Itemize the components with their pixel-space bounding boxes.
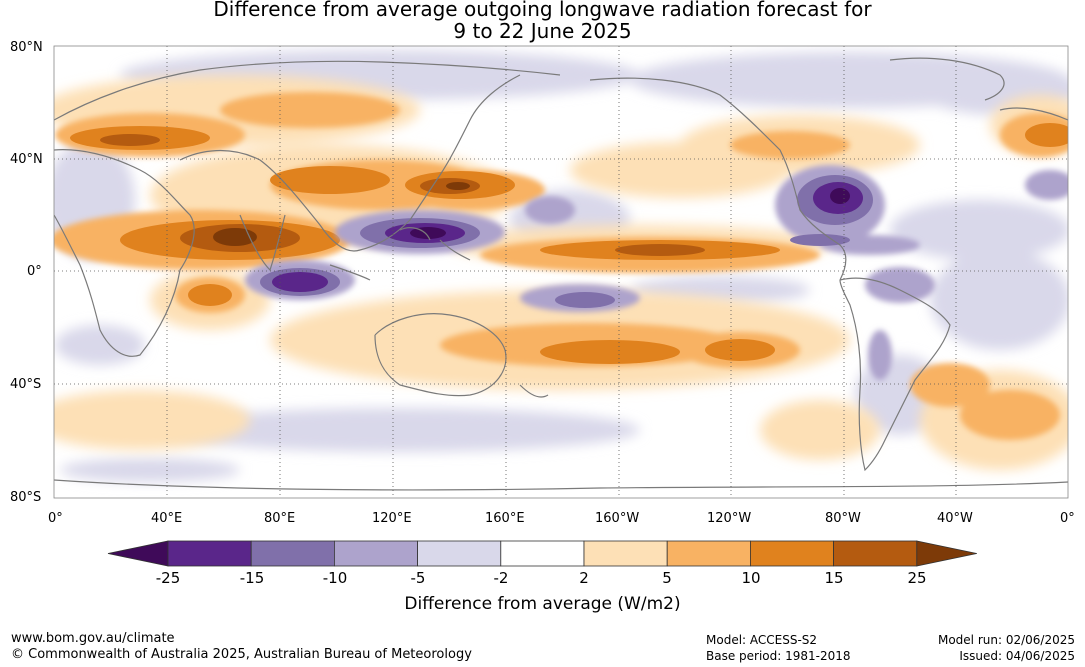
colorbar-segment: [500, 540, 585, 567]
lat-label-40n: 40°N: [10, 152, 43, 167]
anomaly-deep-brown: [213, 182, 470, 246]
footer-url[interactable]: www.bom.gov.au/climate: [11, 631, 175, 646]
colorbar-extend-high: [916, 540, 977, 567]
footer-base-period: Base period: 1981-2018: [706, 649, 851, 663]
coastline-eurasia-north: [54, 60, 561, 121]
colorbar-tick-label: -2: [493, 569, 509, 587]
coastline-new-zealand: [519, 384, 549, 398]
lat-label-80s: 80°S: [10, 490, 42, 505]
coastline-greenland: [889, 57, 1005, 101]
coastline-antarctica: [54, 479, 1068, 491]
lon-label-80e: 80°E: [264, 511, 296, 526]
colorbar-tick-label: -15: [239, 569, 265, 587]
lon-label-120e: 120°E: [372, 511, 412, 526]
coastline-europe-west: [999, 107, 1068, 121]
anomaly-darkest-purple: [410, 188, 850, 239]
lat-label-80n: 80°N: [10, 40, 43, 55]
lon-label-120w: 120°W: [707, 511, 752, 526]
coastlines: [54, 57, 1068, 491]
colorbar-segment: [583, 540, 668, 567]
colorbar-tick-label: 5: [662, 569, 672, 587]
colorbar-segment: [666, 540, 751, 567]
coastline-australia: [374, 313, 507, 397]
coastline-north-america: [589, 77, 847, 281]
colorbar-tick-label: -5: [410, 569, 426, 587]
coastline-south-america: [839, 277, 951, 472]
colorbar-segment: [750, 540, 835, 567]
colorbar-segment: [333, 540, 418, 567]
lon-label-0: 0°: [48, 511, 63, 526]
lon-label-160e: 160°E: [485, 511, 525, 526]
coastline-asia-south: [179, 74, 521, 252]
lat-label-equator: 0°: [27, 264, 42, 279]
colorbar-tick-label: 10: [741, 569, 761, 587]
lon-label-40w: 40°W: [937, 511, 973, 526]
colorbar-segment: [833, 540, 918, 567]
colorbar-tick-label: 15: [824, 569, 844, 587]
colorbar-tick-label: -10: [322, 569, 348, 587]
lon-label-160w: 160°W: [595, 511, 640, 526]
coastline-africa: [54, 149, 195, 357]
colorbar-segment: [417, 540, 502, 567]
footer-model-run: Model run: 02/06/2025: [937, 633, 1075, 647]
map-frame: [53, 45, 1069, 499]
footer-copyright: © Commonwealth of Australia 2025, Austra…: [11, 647, 472, 662]
colorbar-segments: [107, 540, 977, 567]
colorbar-tick-label: 2: [579, 569, 589, 587]
colorbar-segment: [167, 540, 252, 567]
coastline-indonesia: [329, 227, 471, 281]
coastline-india: [239, 214, 286, 272]
colorbar-tick-label: -25: [155, 569, 181, 587]
lon-label-40e: 40°E: [151, 511, 183, 526]
colorbar-segment: [250, 540, 335, 567]
lon-label-80w: 80°W: [825, 511, 861, 526]
lat-label-40s: 40°S: [10, 377, 42, 392]
colorbar-extend-low: [107, 540, 169, 567]
footer-issued: Issued: 04/06/2025: [959, 649, 1075, 663]
colorbar-title: Difference from average (W/m2): [404, 594, 681, 614]
gridlines: [54, 46, 1068, 498]
footer-model: Model: ACCESS-S2: [706, 633, 818, 647]
colorbar: [107, 540, 977, 567]
chart-title-line1: Difference from average outgoing longwav…: [213, 0, 872, 21]
colorbar-tick-label: 25: [907, 569, 927, 587]
lon-label-0-east: 0°: [1060, 511, 1075, 526]
chart-title-line2: 9 to 22 June 2025: [453, 19, 632, 43]
olr-anomaly-map: [53, 45, 1069, 499]
